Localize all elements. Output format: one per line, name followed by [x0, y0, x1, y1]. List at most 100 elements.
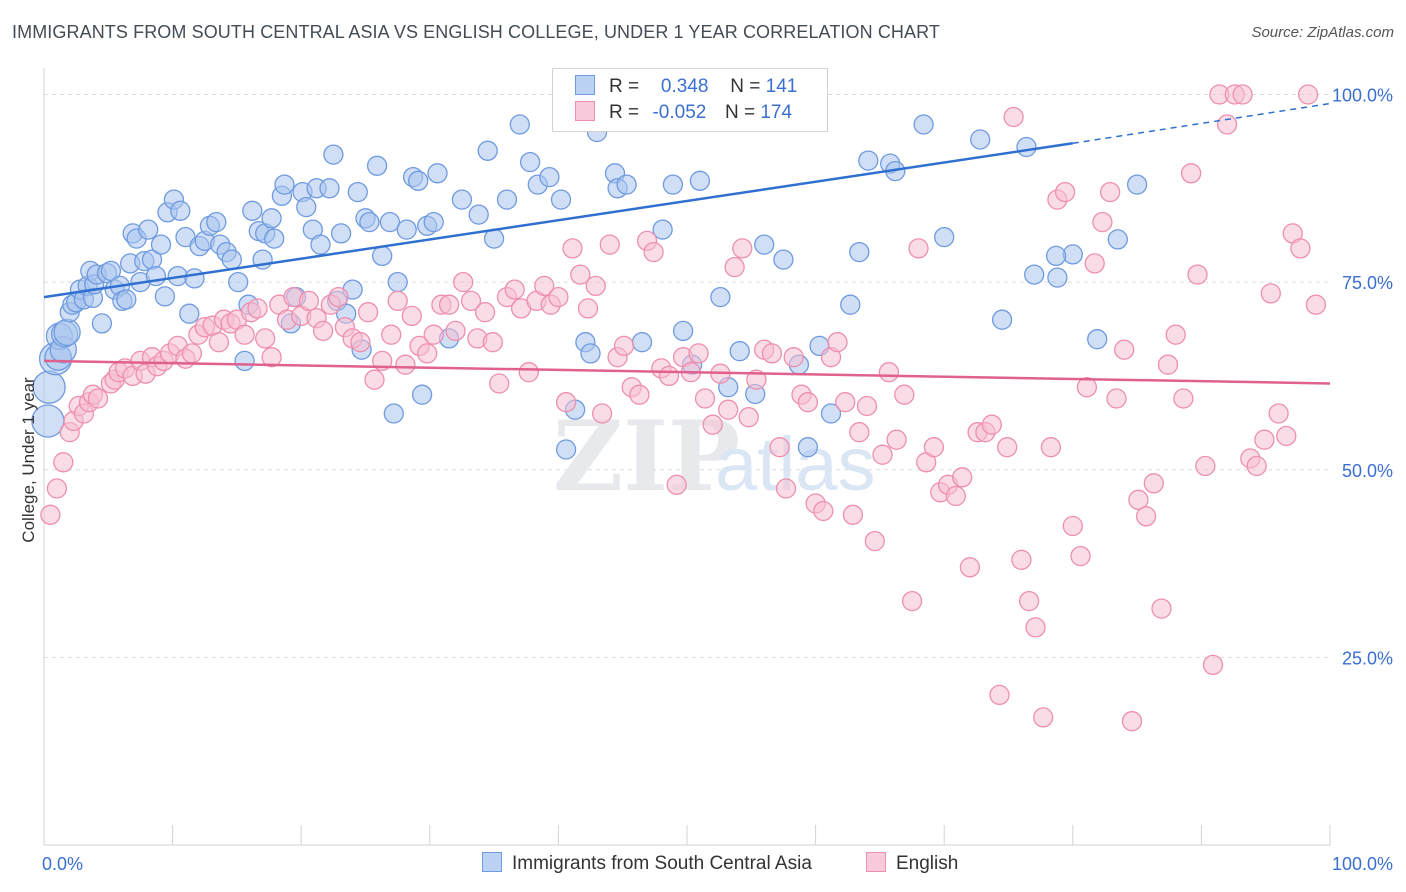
- point-pink: [827, 332, 848, 353]
- point-pink: [489, 373, 510, 394]
- n-value: 174: [760, 102, 793, 123]
- y-tick-label: 50.0%: [1342, 461, 1393, 481]
- point-pink: [1106, 388, 1127, 409]
- point-blue: [1045, 245, 1067, 267]
- point-pink: [1135, 506, 1157, 527]
- point-blue: [934, 226, 955, 248]
- point-pink: [738, 407, 759, 428]
- point-pink: [504, 279, 525, 300]
- point-pink: [46, 478, 68, 499]
- trend-line-blue-extension: [1072, 102, 1331, 145]
- point-blue: [840, 294, 861, 315]
- point-pink: [1305, 294, 1327, 315]
- point-pink: [1033, 707, 1054, 728]
- point-pink: [923, 437, 945, 458]
- point-pink: [835, 392, 856, 413]
- point-blue: [228, 271, 249, 293]
- tick-labels: 25.0% 50.0% 75.0% 100.0% 0.0% 100.0%: [42, 86, 1393, 874]
- point-pink: [658, 365, 680, 387]
- point-pink: [761, 343, 783, 364]
- point-blue: [858, 150, 879, 171]
- point-pink: [1114, 339, 1135, 360]
- point-pink: [585, 275, 606, 297]
- legend-row-pink: R = -0.052 N = 174: [575, 101, 792, 127]
- point-blue: [652, 219, 673, 240]
- point-pink: [1092, 211, 1113, 233]
- axes: [43, 68, 1331, 846]
- point-pink: [381, 324, 402, 345]
- legend-item-english[interactable]: English: [866, 852, 958, 875]
- point-blue: [631, 332, 653, 353]
- legend-item-south-central-asia[interactable]: Immigrants from South Central Asia: [482, 852, 812, 875]
- point-pink: [643, 241, 664, 263]
- r-value: 0.348: [660, 76, 709, 97]
- point-pink: [1180, 163, 1202, 184]
- point-pink: [1011, 549, 1032, 570]
- point-pink: [1232, 84, 1253, 105]
- point-blue: [274, 174, 295, 195]
- point-blue: [179, 303, 200, 324]
- point-pink: [40, 504, 61, 525]
- y-tick-label: 100.0%: [1332, 86, 1393, 106]
- point-pink: [1070, 545, 1091, 567]
- point-blue: [408, 170, 429, 191]
- point-pink: [1290, 238, 1311, 259]
- point-pink: [997, 437, 1018, 458]
- point-pink: [694, 388, 716, 409]
- point-pink: [872, 444, 893, 465]
- point-pink: [1099, 181, 1121, 203]
- point-blue: [1062, 244, 1083, 265]
- point-pink: [234, 324, 255, 345]
- point-pink: [87, 388, 109, 409]
- point-blue: [496, 189, 518, 210]
- point-pink: [1121, 711, 1143, 732]
- point-blue: [150, 234, 172, 255]
- point-pink: [797, 392, 819, 413]
- point-blue: [1087, 329, 1108, 350]
- point-pink: [401, 305, 422, 327]
- trend-line-blue: [43, 142, 1073, 299]
- point-blue: [754, 234, 775, 255]
- point-pink: [1246, 455, 1267, 477]
- r-value: -0.052: [652, 102, 707, 123]
- point-pink: [959, 557, 981, 578]
- point-pink: [1143, 473, 1164, 494]
- point-blue: [411, 384, 433, 405]
- point-blue: [359, 211, 380, 233]
- point-pink: [813, 500, 834, 522]
- point-pink: [688, 343, 709, 364]
- point-blue: [234, 350, 255, 372]
- point-pink: [599, 234, 620, 255]
- point-blue: [580, 343, 601, 364]
- point-blue: [1016, 136, 1037, 158]
- point-blue: [1107, 229, 1128, 250]
- y-tick-label: 75.0%: [1342, 273, 1393, 293]
- point-pink: [886, 429, 907, 450]
- point-pink: [1062, 515, 1083, 537]
- point-pink: [395, 354, 416, 375]
- point-pink: [247, 298, 268, 319]
- point-blue: [184, 268, 205, 289]
- point-pink: [878, 362, 900, 383]
- point-pink: [901, 590, 923, 612]
- point-pink: [1054, 181, 1076, 203]
- point-pink: [1216, 114, 1238, 135]
- point-pink: [989, 684, 1010, 706]
- point-pink: [482, 332, 503, 353]
- point-pink: [1128, 489, 1149, 510]
- point-pink: [474, 302, 496, 323]
- point-blue: [970, 129, 991, 150]
- point-pink: [842, 504, 864, 525]
- point-blue: [116, 289, 137, 310]
- point-pink: [591, 403, 613, 424]
- point-blue: [427, 163, 448, 184]
- point-pink: [570, 264, 591, 285]
- point-pink: [732, 238, 753, 259]
- point-pink: [53, 452, 74, 473]
- legend-swatch-pink: [575, 101, 595, 121]
- point-blue: [550, 189, 572, 210]
- legend-swatch-blue: [482, 852, 502, 872]
- point-pink: [783, 347, 804, 368]
- point-pink: [518, 362, 539, 383]
- point-pink: [769, 437, 790, 458]
